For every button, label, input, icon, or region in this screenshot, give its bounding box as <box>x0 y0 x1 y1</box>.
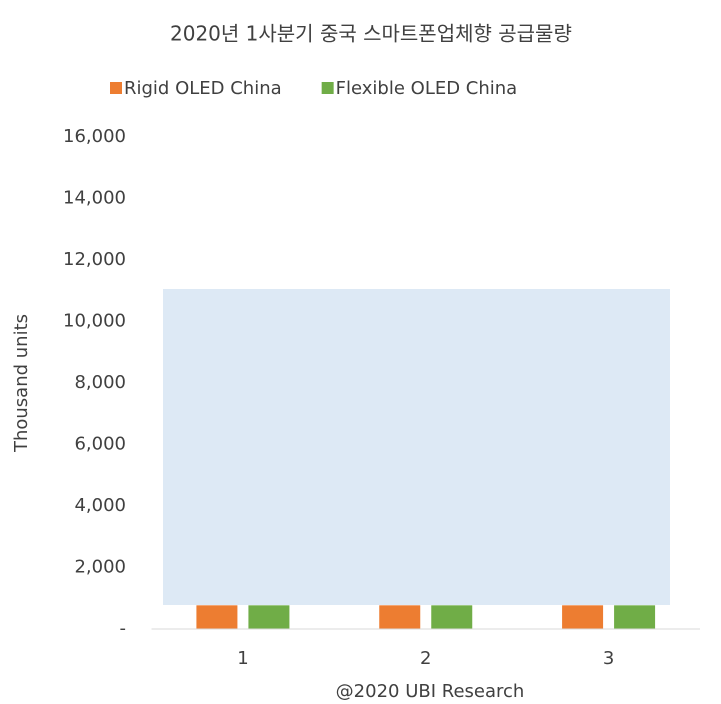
bar <box>614 605 656 629</box>
x-tick-label: 1 <box>237 648 248 669</box>
x-tick-label: 3 <box>603 648 614 669</box>
y-tick-label: 16,000 <box>63 126 126 147</box>
y-tick-label: 10,000 <box>63 311 126 332</box>
x-axis-label: @2020 UBI Research <box>336 681 525 702</box>
bar <box>248 605 290 629</box>
legend-swatch <box>110 82 122 94</box>
x-tick-label: 2 <box>420 648 431 669</box>
legend-label: Flexible OLED China <box>336 78 518 99</box>
y-tick-label: 12,000 <box>63 249 126 270</box>
overlay-box <box>163 289 670 605</box>
bar <box>562 605 604 629</box>
y-tick-label: 2,000 <box>74 557 126 578</box>
y-tick-label: 4,000 <box>74 495 126 516</box>
chart-title: 2020년 1사분기 중국 스마트폰업체향 공급물량 <box>170 22 572 46</box>
bar <box>379 605 421 629</box>
y-axis-label: Thousand units <box>11 314 32 453</box>
y-tick-label: 8,000 <box>74 372 126 393</box>
y-tick-label: 6,000 <box>74 434 126 455</box>
bar <box>431 605 473 629</box>
legend-label: Rigid OLED China <box>124 78 282 99</box>
legend-swatch <box>321 82 334 94</box>
y-tick-label: 14,000 <box>63 188 126 209</box>
y-tick-label: - <box>120 618 127 639</box>
bar <box>196 605 238 629</box>
